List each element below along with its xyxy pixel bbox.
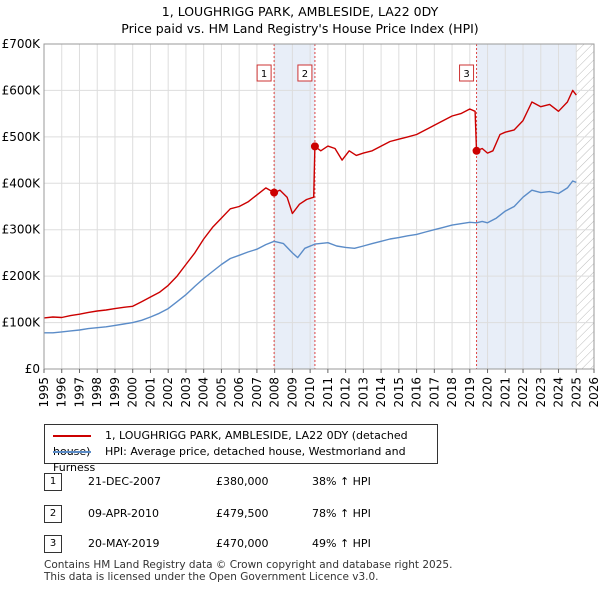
sale-date: 21-DEC-2007	[88, 475, 162, 488]
sale-marker-label: 1	[261, 69, 267, 80]
x-tick-label: 1997	[72, 377, 86, 408]
legend-label-property: 1, LOUGHRIGG PARK, AMBLESIDE, LA22 0DY (…	[53, 429, 408, 458]
x-tick-label: 1996	[55, 377, 69, 408]
x-tick-label: 2013	[356, 377, 370, 408]
chart-subtitle: Price paid vs. HM Land Registry's House …	[121, 21, 479, 36]
sale-price: £380,000	[216, 475, 269, 488]
y-tick-label: £0	[25, 362, 40, 376]
legend-label-hpi: HPI: Average price, detached house, West…	[53, 445, 406, 474]
sale-marker-box	[256, 64, 272, 82]
legend-item-hpi: HPI: Average price, detached house, West…	[53, 444, 437, 474]
x-tick-label: 1998	[90, 377, 104, 408]
x-tick-label: 2009	[285, 377, 299, 408]
sale-hpi-change: 78% ↑ HPI	[312, 507, 371, 520]
x-tick-label: 2024	[552, 377, 566, 408]
series-line	[44, 89, 577, 319]
x-tick-label: 2018	[445, 377, 459, 408]
x-tick-label: 2020	[481, 377, 495, 408]
legend-swatch-hpi	[53, 451, 91, 453]
x-tick-label: 2008	[268, 377, 282, 408]
sale-date: 20-MAY-2019	[88, 537, 160, 550]
sale-date: 09-APR-2010	[88, 507, 160, 520]
x-tick-label: 2010	[303, 377, 317, 408]
sale-marker-box	[459, 64, 475, 82]
x-tick-label: 2015	[392, 377, 406, 408]
y-tick-label: £600K	[2, 83, 42, 97]
y-tick-label: £200K	[2, 269, 42, 283]
x-tick-label: 2022	[516, 377, 530, 408]
x-tick-label: 2002	[161, 377, 175, 408]
y-tick-label: £400K	[2, 176, 42, 190]
x-tick-label: 2016	[410, 377, 424, 408]
chart-title: 1, LOUGHRIGG PARK, AMBLESIDE, LA22 0DY	[161, 4, 439, 19]
x-tick-label: 2012	[339, 377, 353, 408]
x-tick-label: 2014	[374, 377, 388, 408]
sale-point	[270, 188, 279, 197]
sale-number-badge: 3	[44, 535, 62, 553]
y-tick-label: £700K	[2, 37, 42, 51]
legend: 1, LOUGHRIGG PARK, AMBLESIDE, LA22 0DY (…	[44, 424, 438, 474]
footer-copyright: Contains HM Land Registry data © Crown c…	[44, 559, 453, 571]
y-tick-label: £100K	[2, 316, 42, 330]
sale-number-badge: 1	[44, 473, 62, 491]
x-tick-label: 2011	[321, 377, 335, 408]
plot-frame	[43, 43, 595, 370]
x-tick-label: 2026	[587, 377, 600, 408]
x-tick-label: 2005	[214, 377, 228, 408]
forecast-hatch	[576, 44, 594, 369]
x-tick-label: 2001	[143, 377, 157, 408]
x-tick-label: 2003	[179, 377, 193, 408]
legend-swatch-property	[53, 435, 91, 437]
x-tick-label: 2007	[250, 377, 264, 408]
y-tick-label: £300K	[2, 223, 42, 237]
sale-hpi-change: 49% ↑ HPI	[312, 537, 371, 550]
legend-item-property: 1, LOUGHRIGG PARK, AMBLESIDE, LA22 0DY (…	[53, 428, 437, 458]
sale-point	[472, 146, 481, 155]
y-tick-label: £500K	[2, 130, 42, 144]
x-tick-label: 2025	[569, 377, 583, 408]
sale-price: £470,000	[216, 537, 269, 550]
x-tick-label: 2021	[498, 377, 512, 408]
shaded-range	[476, 44, 577, 369]
sale-marker-box	[297, 64, 313, 82]
series-line	[44, 180, 577, 334]
sale-point	[310, 142, 319, 151]
x-tick-label: 2000	[126, 377, 140, 408]
x-tick-label: 2023	[534, 377, 548, 408]
x-tick-label: 2006	[232, 377, 246, 408]
sale-marker-label: 2	[302, 69, 308, 80]
footer-licence: This data is licensed under the Open Gov…	[44, 571, 379, 583]
x-tick-label: 2004	[197, 377, 211, 408]
x-tick-label: 2019	[463, 377, 477, 408]
sale-marker-label: 3	[463, 69, 469, 80]
sale-price: £479,500	[216, 507, 269, 520]
x-tick-label: 1999	[108, 377, 122, 408]
sale-hpi-change: 38% ↑ HPI	[312, 475, 371, 488]
footer: Contains HM Land Registry data © Crown c…	[44, 559, 452, 583]
sale-number-badge: 2	[44, 505, 62, 523]
price-chart: £0 £100K £200K £300K £400K £500K £600K £700K 199…	[2, 37, 600, 408]
x-tick-label: 1995	[37, 377, 51, 408]
shaded-range	[274, 44, 315, 369]
x-tick-label: 2017	[427, 377, 441, 408]
